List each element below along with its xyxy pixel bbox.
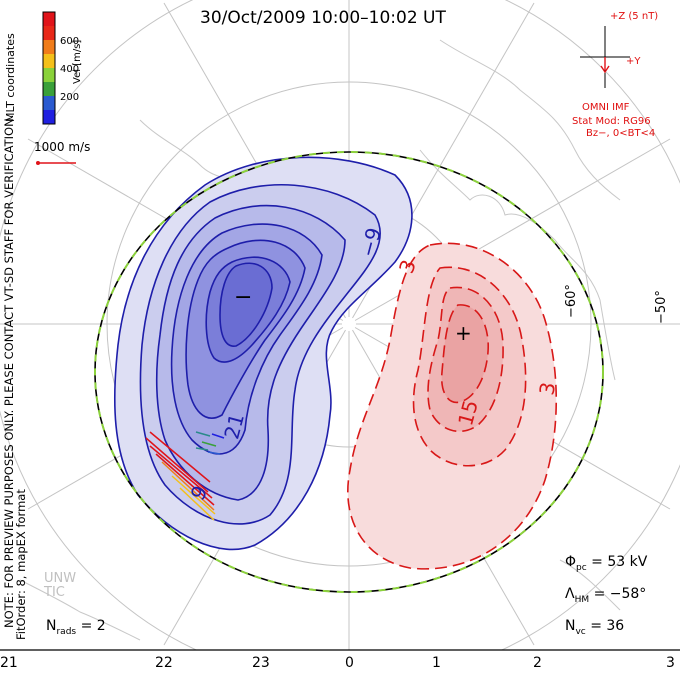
mlt-tick-1: 1	[432, 655, 441, 671]
colorbar-tick-400: 400	[60, 64, 80, 75]
mlt-tick-2: 2	[533, 655, 542, 671]
colorbar-label: Vel [m/s]	[72, 39, 83, 84]
nrads-symbol: N	[46, 618, 57, 634]
mlt-tick-22: 22	[155, 655, 173, 671]
lambda-sub: HM	[574, 594, 590, 605]
positive-potential-cell	[347, 242, 557, 570]
mlt-tick-3: 3	[666, 655, 675, 671]
phi-sub: pc	[576, 562, 587, 573]
lat-label-60: −60°	[564, 284, 579, 318]
colorbar-tick-600: 600	[60, 36, 80, 47]
logo: UNW TIC	[44, 571, 77, 600]
colorbar	[42, 11, 56, 125]
mlt-tick-21: 21	[0, 655, 18, 671]
stat-lambda-hm: ΛHM = −58°	[565, 586, 646, 605]
colorbar-tick-200: 200	[60, 92, 80, 103]
stat-nrads: Nrads = 2	[46, 618, 106, 637]
ref-vector-dot	[36, 161, 40, 165]
lambda-value: = −58°	[593, 586, 647, 602]
imf-condition: Bz−, 0<BT<4	[586, 128, 656, 139]
nrads-sub: rads	[56, 626, 77, 637]
imf-clock	[580, 26, 630, 88]
ref-vector-label: 1000 m/s	[34, 140, 91, 154]
nvc-sub: vc	[575, 626, 586, 637]
phi-symbol: Φ	[565, 554, 577, 570]
phi-value: = 53 kV	[591, 554, 648, 570]
hm-boundary	[94, 151, 604, 593]
pos-contour-4	[440, 304, 489, 404]
nvc-value: = 36	[590, 618, 625, 634]
potential-min-marker: −	[234, 285, 252, 310]
negative-potential-cell	[113, 156, 413, 551]
stat-nvc: Nvc = 36	[565, 618, 624, 637]
contour-labels: −9 21 9 3 3 15 − +	[185, 225, 560, 504]
coordinate-system-label: MLT coordinates	[4, 33, 17, 122]
magnetic-pole	[342, 317, 356, 331]
map-title: 30/Oct/2009 10:00–10:02 UT	[200, 8, 446, 28]
neg-contour-7	[219, 262, 273, 347]
lat-label-50: −50°	[654, 290, 669, 324]
mlt-tick-0: 0	[345, 655, 354, 671]
imf-z-label: +Z (5 nT)	[610, 11, 659, 22]
imf-source: OMNI IMF	[582, 102, 630, 113]
nvc-symbol: N	[565, 618, 576, 634]
lambda-symbol: Λ	[565, 586, 575, 602]
pos-contour-label-2: 3	[534, 380, 560, 397]
fitorder-label: FitOrder: 8, mapEX format	[14, 489, 28, 640]
stat-phi-pc: Φpc = 53 kV	[565, 554, 647, 573]
velocity-vectors	[145, 431, 225, 521]
mlt-tick-23: 23	[252, 655, 270, 671]
imf-y-label: +Y	[626, 56, 641, 67]
imf-model: Stat Mod: RG96	[572, 116, 651, 127]
nrads-value: = 2	[80, 618, 106, 634]
potential-max-marker: +	[455, 321, 472, 345]
